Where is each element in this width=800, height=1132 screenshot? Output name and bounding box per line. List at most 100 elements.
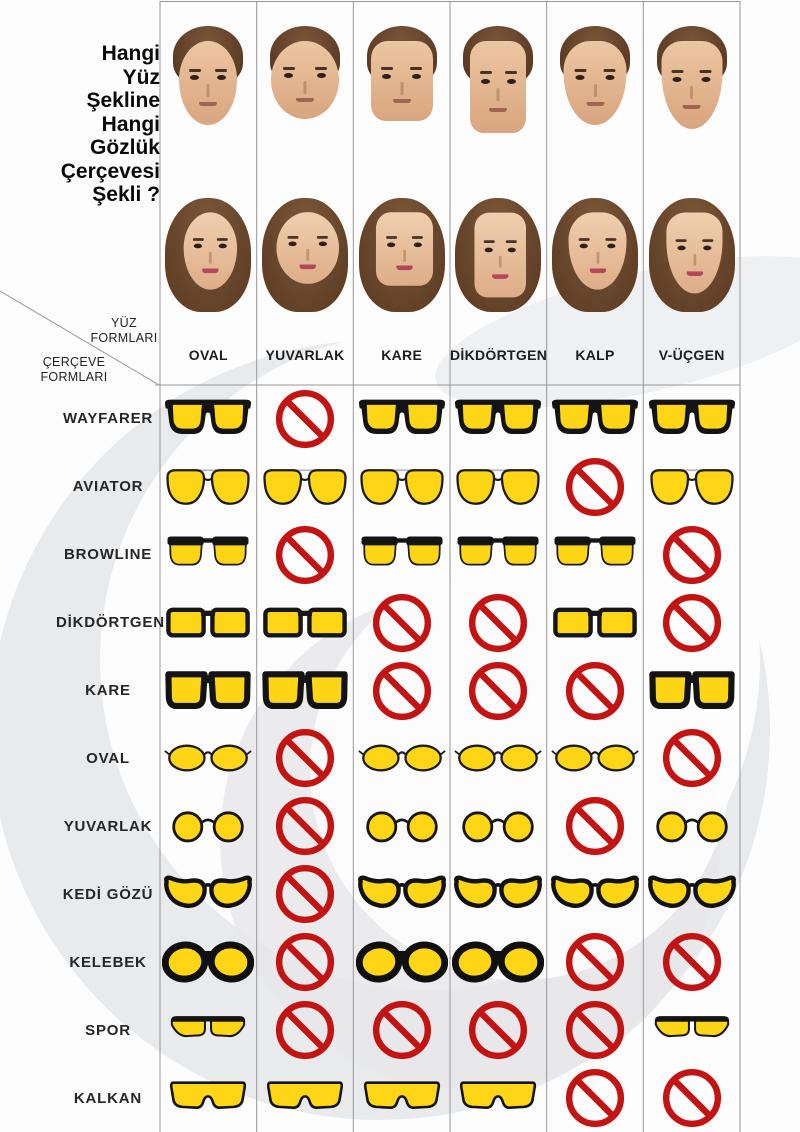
cell-cateye-round	[257, 863, 354, 925]
face-head	[470, 41, 527, 133]
cell-kalkan-rect	[450, 1077, 547, 1119]
cateye-glasses-icon	[648, 871, 736, 917]
cell-wayfarer-round	[257, 388, 354, 450]
cell-wayfarer-oval	[160, 396, 257, 442]
cell-kelebek-vtri	[643, 931, 740, 993]
prohibition-icon	[564, 1067, 626, 1129]
title-line: Hangi	[101, 112, 160, 136]
frame-shape-label: KALKAN	[73, 1089, 143, 1107]
cell-cateye-oval	[160, 871, 257, 917]
cell-sport-heart	[547, 999, 644, 1061]
matrix-row: BROWLINE	[0, 521, 740, 589]
cell-aviator-heart	[547, 456, 644, 518]
prohibition-icon	[274, 795, 336, 857]
title-line: Şekli ?	[92, 183, 160, 206]
face-head	[370, 41, 433, 121]
cell-kalkan-oval	[160, 1077, 257, 1119]
cell-oval-square	[353, 734, 450, 782]
cell-wayfarer-heart	[547, 396, 644, 442]
prohibition-icon	[371, 592, 433, 654]
prohibition-icon	[661, 1067, 723, 1129]
face-head	[563, 41, 627, 125]
cell-sport-square	[353, 999, 450, 1061]
cell-browline-rect	[450, 532, 547, 578]
kalkan-glasses-icon	[358, 1077, 446, 1119]
prohibition-icon	[274, 388, 336, 450]
square-glasses-icon	[261, 668, 349, 714]
browline-glasses-icon	[358, 532, 446, 578]
page-title: Hangi Yüz Şekline Hangi Gözlük Çerçevesi…	[30, 42, 160, 207]
prohibition-icon	[274, 999, 336, 1061]
face-shape-label: DİKDÖRTGEN	[450, 347, 548, 363]
matrix-row: AVIATOR	[0, 453, 740, 521]
kelebek-glasses-icon	[356, 937, 448, 987]
face-head	[666, 212, 723, 294]
frame-shape-label: AVIATOR	[72, 478, 144, 496]
cell-browline-round	[257, 524, 354, 586]
frame-shape-label: SPOR	[85, 1021, 131, 1039]
cell-square-vtri	[643, 668, 740, 714]
cell-oval-heart	[547, 734, 644, 782]
face-column-square: KARE	[353, 0, 450, 385]
cell-square-square	[353, 660, 450, 722]
cell-kelebek-oval	[160, 937, 257, 987]
face-column-round: YUVARLAK	[257, 0, 354, 385]
cell-kalkan-vtri	[643, 1067, 740, 1129]
oval-glasses-icon	[551, 734, 639, 782]
wayfarer-glasses-icon	[454, 396, 542, 442]
aviator-glasses-icon	[454, 464, 542, 510]
prohibition-icon	[661, 931, 723, 993]
prohibition-icon	[274, 727, 336, 789]
face-shape-label: KARE	[381, 347, 423, 363]
cell-round-square	[353, 802, 450, 850]
female-face-vtri	[647, 198, 737, 322]
cell-rectangle-oval	[160, 600, 257, 646]
prohibition-icon	[274, 863, 336, 925]
title-line: Çerçevesi	[60, 159, 160, 183]
cell-square-rect	[450, 660, 547, 722]
cell-cateye-rect	[450, 871, 547, 917]
cell-round-vtri	[643, 802, 740, 850]
cell-rectangle-square	[353, 592, 450, 654]
face-head	[179, 41, 238, 125]
face-head	[375, 212, 433, 286]
round-glasses-icon	[648, 802, 736, 850]
frame-forms-axis-label: ÇERÇEVE FORMLARI	[40, 355, 108, 384]
cell-square-heart	[547, 660, 644, 722]
frame-shape-label: WAYFARER	[62, 410, 154, 428]
cell-browline-heart	[547, 532, 644, 578]
aviator-glasses-icon	[648, 464, 736, 510]
cell-sport-round	[257, 999, 354, 1061]
aviator-glasses-icon	[261, 464, 349, 510]
cateye-glasses-icon	[454, 871, 542, 917]
frame-shape-label: KARE	[85, 682, 131, 700]
compatibility-matrix: WAYFARER AVIATOR BROWLINE DİKDÖRTGEN KARE OVA…	[0, 385, 740, 1132]
cell-oval-vtri	[643, 727, 740, 789]
cell-rectangle-round	[257, 600, 354, 646]
cell-cateye-square	[353, 871, 450, 917]
cell-oval-rect	[450, 734, 547, 782]
frame-shape-label: KELEBEK	[69, 953, 147, 971]
face-head	[271, 41, 339, 119]
cell-rectangle-heart	[547, 600, 644, 646]
wayfarer-glasses-icon	[551, 396, 639, 442]
face-shape-label: V-ÜÇGEN	[658, 347, 725, 363]
cell-kelebek-heart	[547, 931, 644, 993]
face-column-oval: OVAL	[160, 0, 257, 385]
male-face-rect	[453, 26, 543, 176]
face-head	[276, 212, 339, 284]
cell-kalkan-heart	[547, 1067, 644, 1129]
oval-glasses-icon	[358, 734, 446, 782]
cell-cateye-heart	[547, 871, 644, 917]
kalkan-glasses-icon	[454, 1077, 542, 1119]
square-glasses-icon	[164, 668, 252, 714]
cell-round-round	[257, 795, 354, 857]
face-head	[568, 212, 627, 290]
wayfarer-glasses-icon	[164, 396, 252, 442]
oval-glasses-icon	[164, 734, 252, 782]
cell-kelebek-square	[353, 937, 450, 987]
round-glasses-icon	[358, 802, 446, 850]
prohibition-icon	[467, 660, 529, 722]
face-forms-axis-label: YÜZ FORMLARI	[90, 316, 158, 345]
